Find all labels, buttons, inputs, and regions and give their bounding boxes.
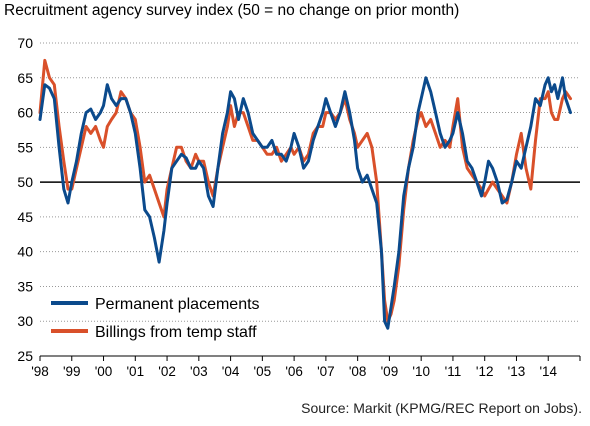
y-tick-label: 70 [17, 35, 33, 51]
y-tick-label: 25 [17, 348, 33, 364]
y-tick-label: 65 [17, 70, 33, 86]
x-tick-label: '10 [412, 364, 430, 379]
x-tick-label: '98 [31, 364, 49, 379]
y-tick-label: 40 [17, 244, 33, 260]
series-line-0 [38, 76, 572, 330]
x-tick-label: '02 [158, 364, 176, 379]
grid-lines [40, 42, 580, 322]
y-tick-label: 50 [17, 174, 33, 190]
y-tick-label: 45 [17, 209, 33, 225]
chart-source: Source: Markit (KPMG/REC Report on Jobs)… [301, 400, 582, 416]
y-tick-label: 35 [17, 278, 33, 294]
y-tick-label: 60 [17, 105, 33, 121]
x-tick-label: '05 [254, 364, 272, 379]
legend-label-0: Permanent placements [95, 296, 260, 313]
series-lines [38, 58, 572, 330]
x-tick-label: '04 [222, 364, 240, 379]
x-tick-label: '13 [508, 364, 526, 379]
x-tick-label: '07 [317, 364, 335, 379]
y-axis: 25 30 35 40 45 50 55 60 65 70 [17, 35, 33, 364]
x-tick-label: '01 [126, 364, 144, 379]
x-tick-label: '06 [285, 364, 303, 379]
legend-label-1: Billings from temp staff [95, 324, 257, 341]
x-tick-label: '09 [381, 364, 399, 379]
x-tick-label: '12 [476, 364, 494, 379]
x-axis: '98 '99 '00 '01 '02 '03 '04 '05 '06 '07 '08 '09 '10 '… [31, 355, 581, 379]
x-tick-label: '11 [445, 364, 462, 379]
y-tick-label: 30 [17, 313, 33, 329]
legend: Permanent placements Billings from temp s… [51, 296, 260, 341]
x-tick-label: '08 [349, 364, 367, 379]
x-tick-label: '00 [95, 364, 113, 379]
chart-title: Recruitment agency survey index (50 = no… [4, 2, 460, 19]
x-tick-label: '03 [190, 364, 208, 379]
x-tick-label: '99 [63, 364, 81, 379]
y-tick-label: 55 [17, 139, 33, 155]
x-tick-label: '14 [539, 364, 557, 379]
